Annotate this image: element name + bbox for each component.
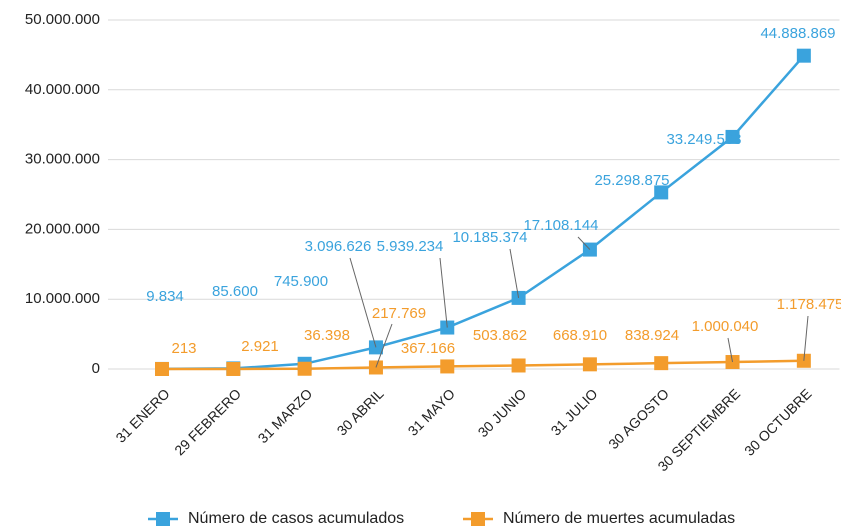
data-label: 36.398 — [304, 327, 350, 344]
x-tick-label: 30 ABRIL — [334, 385, 387, 438]
data-label: 838.924 — [625, 327, 679, 344]
x-tick-label: 30 JUNIO — [475, 385, 530, 440]
x-tick-label: 31 JULIO — [548, 385, 601, 438]
leader-line — [727, 337, 734, 363]
x-tick-label: 31 MAYO — [405, 385, 459, 439]
y-tick-label: 40.000.000 — [25, 81, 100, 98]
data-label: 668.910 — [553, 327, 607, 344]
marker — [226, 361, 241, 376]
data-label: 217.769 — [372, 305, 426, 322]
y-tick-label: 20.000.000 — [25, 220, 100, 237]
data-label: 5.939.234 — [377, 238, 444, 255]
marker — [297, 361, 312, 376]
data-label: 1.178.475 — [777, 296, 841, 313]
legend-label: Número de muertes acumuladas — [503, 510, 735, 527]
data-label: 85.600 — [212, 283, 258, 300]
x-tick-label: 30 OCTUBRE — [741, 385, 814, 458]
data-label: 2.921 — [241, 338, 279, 355]
data-label: 213 — [171, 340, 196, 357]
marker — [582, 357, 597, 372]
marker — [654, 356, 669, 371]
data-label: 33.249.563 — [666, 131, 741, 148]
y-tick-label: 30.000.000 — [25, 151, 100, 168]
data-label: 3.096.626 — [305, 238, 372, 255]
x-tick-label: 31 MARZO — [255, 385, 316, 446]
data-label: 9.834 — [146, 288, 184, 305]
x-tick-label: 31 ENERO — [112, 385, 172, 445]
data-label: 25.298.875 — [594, 172, 669, 189]
marker — [654, 185, 669, 200]
data-label: 367.166 — [401, 340, 455, 357]
leader-line — [439, 257, 448, 328]
marker — [796, 48, 811, 63]
x-tick-label: 30 AGOSTO — [605, 385, 672, 452]
series-line — [161, 54, 805, 371]
data-label: 1.000.040 — [692, 318, 759, 335]
data-label: 10.185.374 — [452, 229, 527, 246]
leader-line — [349, 257, 377, 348]
x-tick-label: 29 FEBRERO — [171, 385, 244, 458]
data-label: 503.862 — [473, 327, 527, 344]
legend-marker — [471, 512, 485, 526]
marker — [440, 359, 455, 374]
legend-marker — [156, 512, 170, 526]
data-label: 44.888.869 — [760, 25, 835, 42]
data-label: 17.108.144 — [523, 217, 598, 234]
y-tick-label: 0 — [92, 360, 100, 377]
data-label: 745.900 — [274, 273, 328, 290]
marker — [511, 358, 526, 373]
y-tick-label: 50.000.000 — [25, 11, 100, 28]
legend-label: Número de casos acumulados — [188, 510, 404, 527]
y-tick-label: 10.000.000 — [25, 290, 100, 307]
marker — [725, 129, 740, 144]
leader-line — [577, 236, 591, 250]
marker — [155, 361, 170, 376]
series-line — [162, 359, 804, 371]
leader-line — [375, 323, 393, 368]
leader-line — [803, 315, 809, 361]
leader-line — [509, 248, 520, 298]
